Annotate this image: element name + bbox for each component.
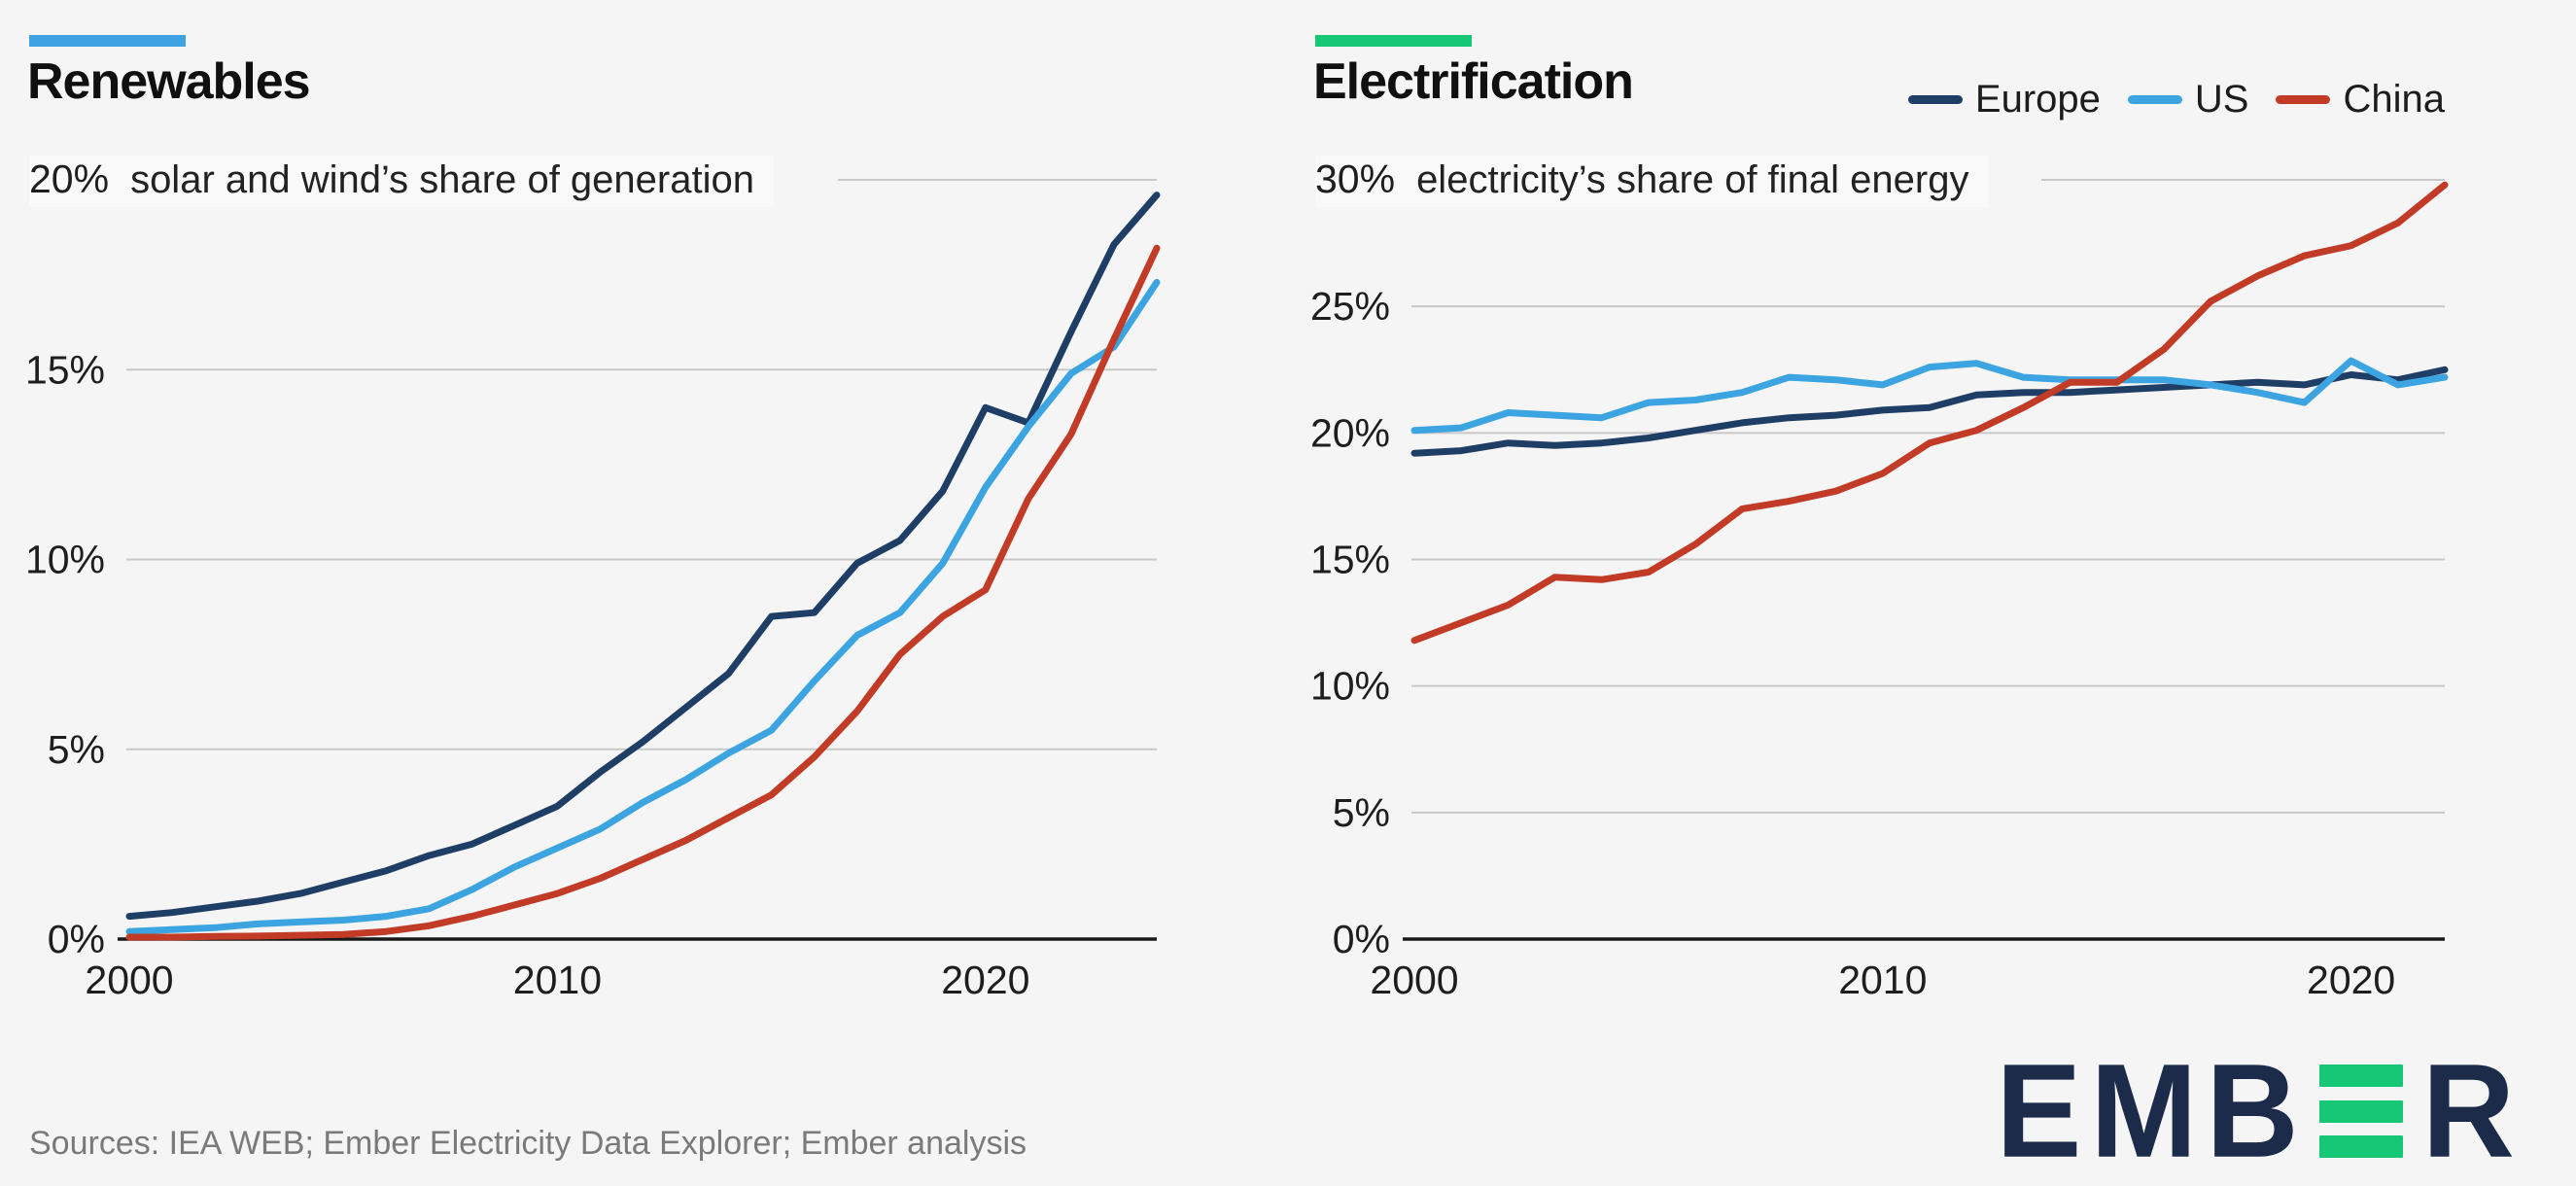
legend: Europe US China bbox=[1907, 78, 2445, 121]
renewables-y-label-10: 10% bbox=[25, 538, 105, 582]
electrification-accent-bar bbox=[1315, 35, 1472, 47]
electrification-subtitle: electricity’s share of final energy bbox=[1416, 158, 1969, 201]
electrification-line-china bbox=[1410, 181, 2449, 645]
logo-text-emb: EMB bbox=[1996, 1036, 2308, 1186]
electrification-x-label-2000: 2000 bbox=[1370, 958, 1458, 1002]
electrification-y-label-15: 15% bbox=[1310, 538, 1390, 582]
legend-swatch-us-icon bbox=[2127, 94, 2182, 104]
electrification-y-label-0: 0% bbox=[1333, 917, 1390, 961]
electrification-line-us bbox=[1410, 357, 2449, 435]
renewables-line-us bbox=[125, 278, 1161, 935]
ember-logo: EMB R bbox=[1996, 1036, 2524, 1186]
logo-green-bar bbox=[2318, 1064, 2403, 1088]
legend-label-us: US bbox=[2194, 78, 2249, 121]
renewables-title: Renewables bbox=[27, 53, 311, 110]
legend-label-europe: Europe bbox=[1974, 78, 2101, 121]
electrification-x-label-2020: 2020 bbox=[2307, 958, 2395, 1002]
electrification-subtitle-row: 30% electricity’s share of final energy bbox=[1315, 156, 1989, 207]
electrification-y-label-5: 5% bbox=[1333, 790, 1390, 835]
renewables-x-label-2000: 2000 bbox=[85, 958, 173, 1002]
logo-green-bar bbox=[2318, 1135, 2403, 1159]
electrification-top-axis-label: 30% bbox=[1315, 157, 1396, 201]
renewables-y-label-15: 15% bbox=[25, 347, 105, 392]
electrification-y-label-10: 10% bbox=[1310, 664, 1390, 709]
logo-green-e-icon bbox=[2318, 1064, 2403, 1159]
renewables-x-label-2020: 2020 bbox=[941, 958, 1029, 1002]
renewables-accent-bar bbox=[29, 35, 186, 47]
renewables-line-europe bbox=[125, 192, 1161, 921]
logo-text-r: R bbox=[2421, 1036, 2524, 1186]
renewables-x-label-2010: 2010 bbox=[513, 958, 602, 1002]
legend-item-europe: Europe bbox=[1907, 78, 2101, 121]
electrification-line-europe bbox=[1410, 366, 2449, 457]
electrification-y-label-20: 20% bbox=[1310, 410, 1390, 455]
electrification-title: Electrification bbox=[1313, 53, 1634, 110]
sources-note: Sources: IEA WEB; Ember Electricity Data… bbox=[29, 1125, 1027, 1162]
legend-swatch-china-icon bbox=[2276, 94, 2331, 104]
legend-swatch-europe-icon bbox=[1907, 94, 1963, 104]
logo-green-bar bbox=[2318, 1099, 2403, 1123]
legend-item-us: US bbox=[2127, 78, 2249, 121]
electrification-x-label-2010: 2010 bbox=[1838, 958, 1927, 1002]
legend-label-china: China bbox=[2343, 78, 2445, 121]
renewables-subtitle: solar and wind’s share of generation bbox=[130, 158, 754, 201]
renewables-y-label-0: 0% bbox=[48, 917, 105, 961]
renewables-y-label-5: 5% bbox=[48, 727, 105, 772]
renewables-top-axis-label: 20% bbox=[29, 157, 110, 201]
renewables-subtitle-row: 20% solar and wind’s share of generation bbox=[29, 156, 774, 207]
electrification-y-label-25: 25% bbox=[1310, 284, 1390, 329]
renewables-line-china bbox=[125, 244, 1161, 941]
legend-item-china: China bbox=[2276, 80, 2445, 119]
